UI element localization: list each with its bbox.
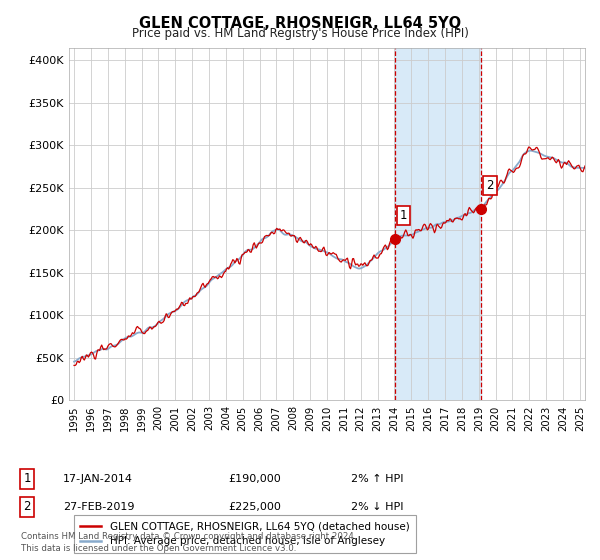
- Text: 2: 2: [486, 179, 494, 192]
- Text: GLEN COTTAGE, RHOSNEIGR, LL64 5YQ: GLEN COTTAGE, RHOSNEIGR, LL64 5YQ: [139, 16, 461, 31]
- Text: 27-FEB-2019: 27-FEB-2019: [63, 502, 134, 512]
- Text: 1: 1: [400, 208, 407, 222]
- Text: Price paid vs. HM Land Registry's House Price Index (HPI): Price paid vs. HM Land Registry's House …: [131, 27, 469, 40]
- Text: 2% ↑ HPI: 2% ↑ HPI: [351, 474, 404, 484]
- Legend: GLEN COTTAGE, RHOSNEIGR, LL64 5YQ (detached house), HPI: Average price, detached: GLEN COTTAGE, RHOSNEIGR, LL64 5YQ (detac…: [74, 515, 416, 553]
- Text: £225,000: £225,000: [228, 502, 281, 512]
- Bar: [395, 48, 481, 400]
- Text: 1: 1: [23, 472, 31, 486]
- Text: Contains HM Land Registry data © Crown copyright and database right 2024.
This d: Contains HM Land Registry data © Crown c…: [21, 532, 356, 553]
- Text: 17-JAN-2014: 17-JAN-2014: [63, 474, 133, 484]
- Text: £190,000: £190,000: [228, 474, 281, 484]
- Text: 2% ↓ HPI: 2% ↓ HPI: [351, 502, 404, 512]
- Text: 2: 2: [23, 500, 31, 514]
